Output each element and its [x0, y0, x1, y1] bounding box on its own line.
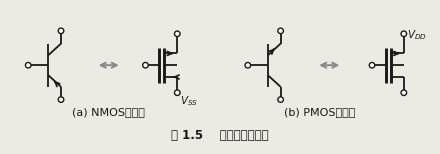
Circle shape: [143, 63, 148, 68]
Circle shape: [175, 31, 180, 36]
Text: 图 1.5    两种符号的互换: 图 1.5 两种符号的互换: [171, 129, 269, 142]
Text: $V_{DD}$: $V_{DD}$: [407, 28, 427, 42]
Circle shape: [245, 63, 251, 68]
Circle shape: [26, 63, 31, 68]
Circle shape: [278, 97, 283, 102]
Circle shape: [58, 97, 64, 102]
Circle shape: [369, 63, 375, 68]
Text: (a) NMOS晶体管: (a) NMOS晶体管: [72, 107, 145, 118]
Circle shape: [58, 28, 64, 34]
Circle shape: [175, 90, 180, 95]
Circle shape: [401, 90, 407, 95]
Circle shape: [278, 28, 283, 34]
Circle shape: [401, 31, 407, 36]
Text: (b) PMOS晶体管: (b) PMOS晶体管: [284, 107, 355, 118]
Text: $V_{SS}$: $V_{SS}$: [180, 95, 198, 108]
